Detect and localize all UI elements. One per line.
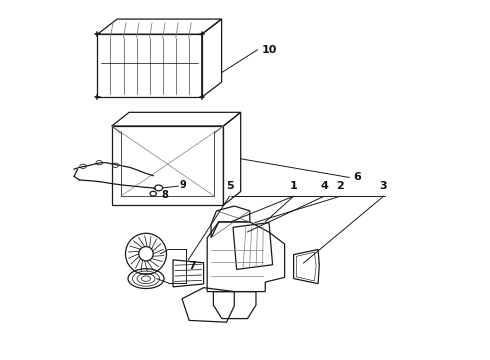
Text: 10: 10 <box>261 45 276 55</box>
Text: 4: 4 <box>320 181 328 191</box>
Text: 6: 6 <box>353 172 361 183</box>
Text: 9: 9 <box>179 180 186 190</box>
Text: 8: 8 <box>161 190 168 200</box>
Text: 3: 3 <box>380 181 388 191</box>
Text: 7: 7 <box>188 261 196 271</box>
Text: 5: 5 <box>226 181 233 191</box>
Text: 2: 2 <box>337 181 344 191</box>
Text: 1: 1 <box>290 181 297 191</box>
